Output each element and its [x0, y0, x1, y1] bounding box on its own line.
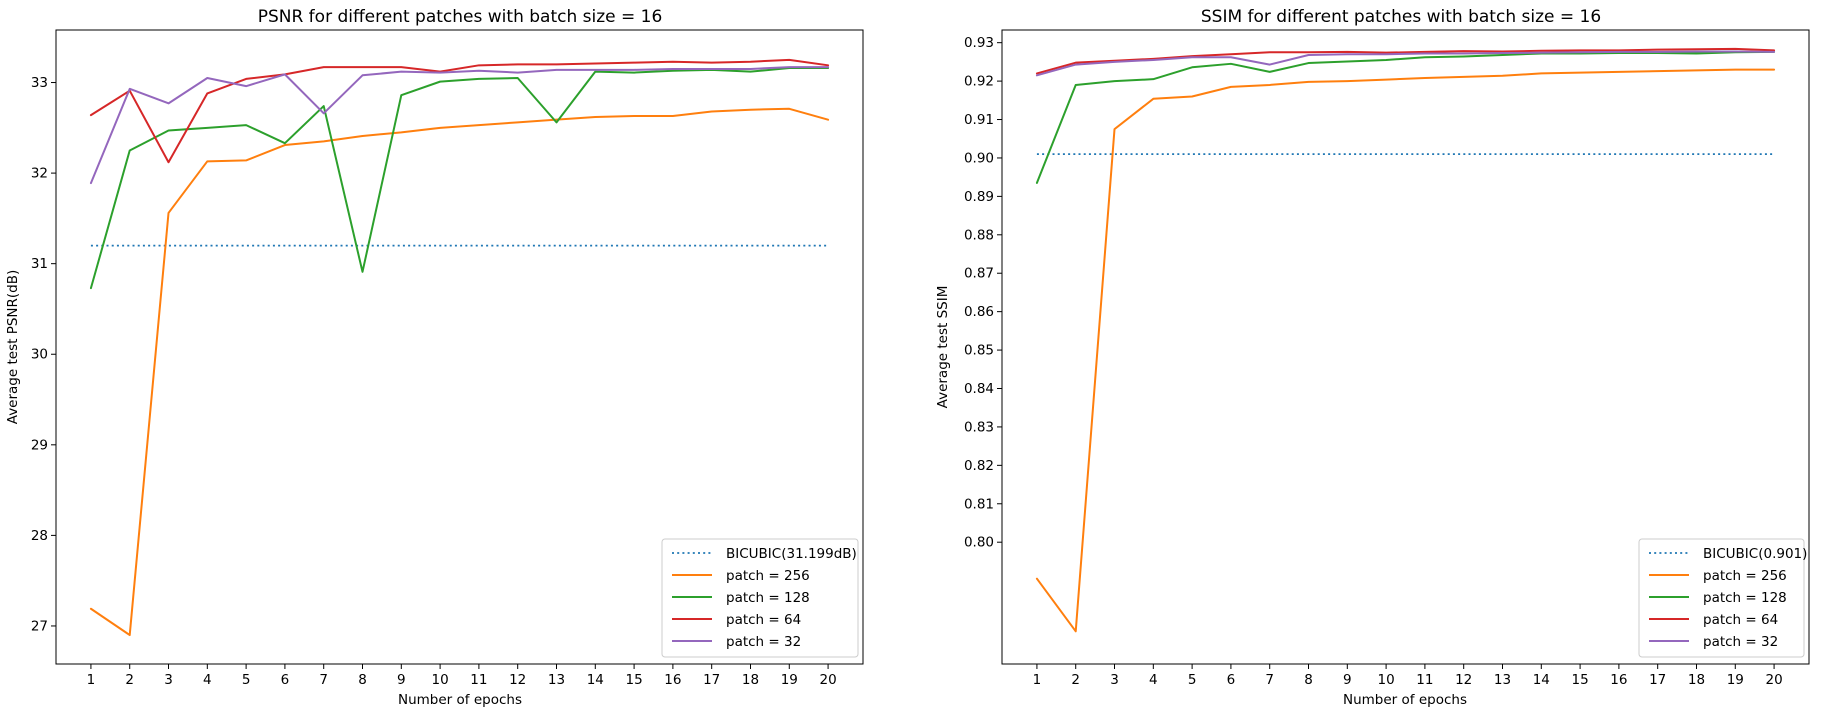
psnr-x-tick-label: 10: [432, 672, 449, 688]
ssim-y-tick-label: 0.85: [964, 343, 994, 359]
ssim-legend-box: [1638, 538, 1805, 658]
psnr-y-tick-label: 29: [31, 437, 48, 453]
ssim-chart-title: SSIM for different patches with batch si…: [1201, 7, 1601, 27]
ssim-y-tick-label: 0.88: [964, 227, 994, 243]
ssim-x-tick-label: 17: [1649, 672, 1666, 688]
ssim-series-patch-64: [1035, 47, 1776, 75]
psnr-x-tick-label: 3: [164, 672, 173, 688]
psnr-x-tick-label: 4: [203, 672, 212, 688]
ssim-x-tick-label: 8: [1304, 672, 1313, 688]
psnr-x-tick-label: 9: [397, 672, 406, 688]
psnr-chart: PSNR for different patches with batch si…: [5, 7, 864, 707]
psnr-legend: BICUBIC(31.199dB) patch = 256 patch = 128 p…: [661, 538, 859, 658]
ssim-x-tick-label: 4: [1149, 672, 1158, 688]
psnr-x-tick-label: 8: [358, 672, 367, 688]
ssim-y-tick-label: 0.82: [964, 458, 994, 474]
psnr-x-tick-label: 2: [125, 672, 134, 688]
psnr-series-patch-64: [89, 58, 830, 164]
psnr-x-tick-label: 19: [781, 672, 798, 688]
ssim-x-tick-label: 3: [1110, 672, 1119, 688]
ssim-x-tick-label: 9: [1343, 672, 1352, 688]
ssim-x-tick-label: 2: [1071, 672, 1080, 688]
ssim-y-tick-label: 0.90: [964, 150, 994, 166]
ssim-y-tick-label: 0.81: [964, 496, 994, 512]
ssim-y-tick-label: 0.87: [964, 266, 994, 282]
ssim-plot-frame: [1001, 29, 1810, 665]
ssim-y-tick-label: 0.80: [964, 535, 994, 551]
psnr-legend-label-bicubic-31-199db: BICUBIC(31.199dB): [726, 546, 857, 562]
ssim-x-tick-label: 14: [1533, 672, 1550, 688]
ssim-x-tick-label: 10: [1378, 672, 1395, 688]
ssim-x-tick-label: 1: [1033, 672, 1042, 688]
ssim-x-tick-label: 20: [1765, 672, 1782, 688]
ssim-series-patch-256: [1035, 68, 1776, 633]
psnr-legend-label-patch-64: patch = 64: [726, 612, 801, 628]
ssim-y-axis-label: Average test SSIM: [935, 286, 951, 409]
ssim-legend-label-bicubic-0-901: BICUBIC(0.901): [1703, 546, 1807, 562]
psnr-x-tick-label: 12: [509, 672, 526, 688]
psnr-y-axis-label: Average test PSNR(dB): [5, 270, 21, 425]
psnr-x-tick-label: 20: [819, 672, 836, 688]
ssim-legend: BICUBIC(0.901) patch = 256 patch = 128 patc…: [1638, 538, 1807, 658]
ssim-legend-label-patch-128: patch = 128: [1703, 590, 1787, 606]
ssim-y-tick-label: 0.84: [964, 381, 994, 397]
psnr-y-tick-label: 27: [31, 618, 48, 634]
ssim-series-patch-32: [1035, 50, 1776, 77]
psnr-x-axis-label: Number of epochs: [398, 692, 522, 707]
psnr-series-patch-256: [89, 107, 830, 637]
ssim-x-tick-label: 16: [1610, 672, 1627, 688]
ssim-x-tick-label: 6: [1227, 672, 1236, 688]
psnr-x-tick-label: 7: [319, 672, 328, 688]
psnr-legend-label-patch-256: patch = 256: [726, 568, 810, 584]
psnr-y-tick-label: 32: [31, 166, 48, 182]
ssim-y-tick-label: 0.86: [964, 304, 994, 320]
ssim-x-tick-label: 12: [1455, 672, 1472, 688]
ssim-y-tick-label: 0.83: [964, 419, 994, 435]
ssim-legend-label-patch-32: patch = 32: [1703, 634, 1778, 650]
ssim-series-patch-128: [1035, 50, 1776, 184]
psnr-x-tick-label: 5: [242, 672, 251, 688]
ssim-x-axis-label: Number of epochs: [1343, 692, 1467, 707]
ssim-legend-label-patch-64: patch = 64: [1703, 612, 1778, 628]
psnr-x-tick-label: 15: [625, 672, 642, 688]
psnr-x-tick-label: 1: [87, 672, 96, 688]
psnr-legend-label-patch-128: patch = 128: [726, 590, 810, 606]
ssim-y-tick-label: 0.92: [964, 74, 994, 90]
psnr-x-tick-label: 17: [703, 672, 720, 688]
psnr-plot-frame: [55, 29, 864, 665]
psnr-chart-title: PSNR for different patches with batch si…: [258, 7, 663, 27]
psnr-x-tick-label: 6: [281, 672, 290, 688]
psnr-x-tick-label: 14: [587, 672, 604, 688]
ssim-x-tick-label: 13: [1494, 672, 1511, 688]
psnr-x-tick-label: 16: [664, 672, 681, 688]
psnr-x-tick-label: 13: [548, 672, 565, 688]
ssim-x-tick-label: 19: [1727, 672, 1744, 688]
ssim-x-tick-label: 15: [1571, 672, 1588, 688]
ssim-x-tick-label: 7: [1265, 672, 1274, 688]
ssim-y-tick-label: 0.91: [964, 112, 994, 128]
ssim-x-tick-label: 11: [1416, 672, 1433, 688]
psnr-legend-box: [661, 538, 859, 658]
psnr-x-tick-label: 11: [470, 672, 487, 688]
ssim-legend-label-patch-256: patch = 256: [1703, 568, 1787, 584]
ssim-x-tick-label: 18: [1688, 672, 1705, 688]
ssim-y-tick-label: 0.89: [964, 189, 994, 205]
ssim-x-tick-label: 5: [1188, 672, 1197, 688]
psnr-y-tick-label: 33: [31, 75, 48, 91]
ssim-y-tick-label: 0.93: [964, 35, 994, 51]
psnr-y-tick-label: 31: [31, 256, 48, 272]
psnr-x-tick-label: 18: [742, 672, 759, 688]
psnr-series-patch-32: [89, 66, 830, 185]
psnr-series-patch-128: [89, 67, 830, 290]
psnr-legend-label-patch-32: patch = 32: [726, 634, 801, 650]
ssim-chart: SSIM for different patches with batch si…: [935, 7, 1810, 707]
psnr-y-tick-label: 30: [31, 347, 48, 363]
psnr-y-tick-label: 28: [31, 528, 48, 544]
